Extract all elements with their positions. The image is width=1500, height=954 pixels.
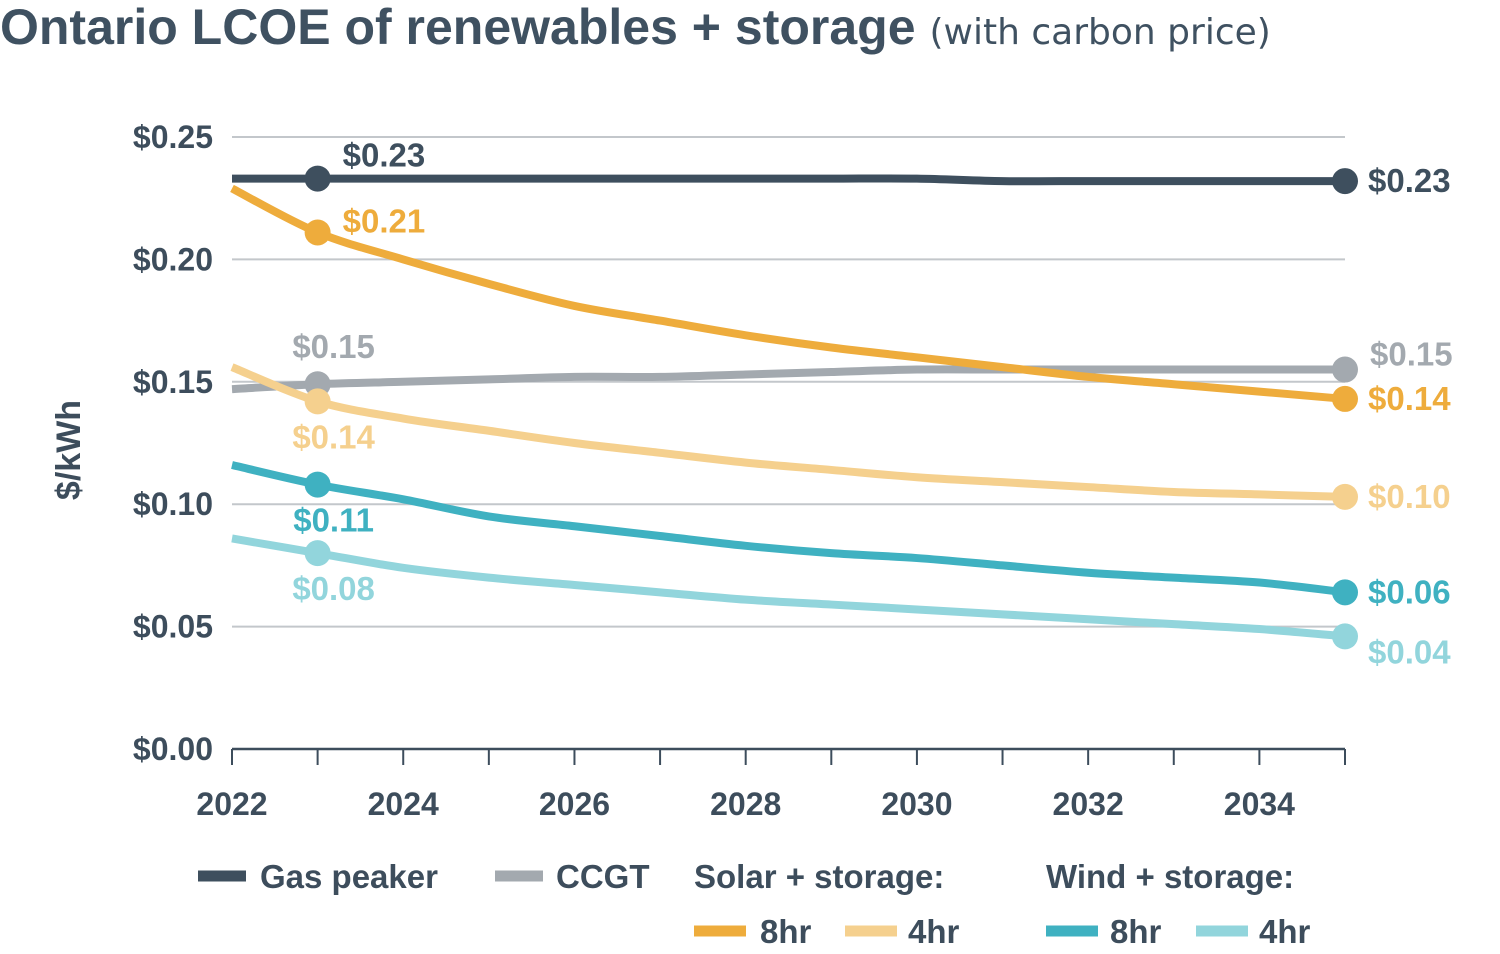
marker-solar4 — [304, 388, 331, 415]
x-tick-labels: 2022 2024 2026 2028 2030 2032 2034 — [196, 786, 1295, 822]
legend-label-gas-peaker: Gas peaker — [260, 858, 438, 895]
data-label-solar8: $0.14 — [1368, 380, 1451, 417]
data-label-wind8: $0.11 — [293, 502, 374, 539]
data-label-solar4: $0.10 — [1368, 478, 1451, 515]
x-tick-label: 2022 — [196, 786, 267, 822]
marker-gas — [304, 165, 331, 192]
data-label-gas: $0.23 — [1368, 162, 1451, 199]
x-tick-label: 2034 — [1224, 786, 1295, 822]
marker-wind4 — [1332, 623, 1358, 650]
y-tick-label: $0.05 — [133, 609, 213, 645]
data-label-solar4: $0.14 — [292, 418, 375, 455]
marker-solar8 — [304, 219, 331, 246]
data-label-gas: $0.23 — [343, 137, 426, 174]
marker-wind4 — [304, 540, 331, 567]
data-label-ccgt: $0.15 — [292, 328, 375, 365]
legend-label-solar-8hr: 8hr — [760, 913, 812, 950]
series-lines — [230, 174, 1346, 641]
series-line-wind4 — [231, 534, 1346, 641]
x-tick-label: 2028 — [710, 786, 781, 822]
legend-group-wind: Wind + storage: — [1046, 858, 1294, 895]
y-tick-label: $0.15 — [133, 364, 213, 400]
y-tick-labels: $0.00 $0.05 $0.10 $0.15 $0.20 $0.25 — [133, 119, 213, 767]
title-row: Ontario LCOE of renewables + storage (wit… — [0, 0, 1271, 56]
axes — [231, 747, 1346, 765]
marker-wind8 — [1332, 579, 1358, 606]
legend-label-ccgt: CCGT — [556, 858, 650, 895]
x-tick-label: 2030 — [881, 786, 952, 822]
marker-solar4 — [1332, 483, 1358, 510]
series-line-solar4 — [230, 363, 1346, 501]
y-tick-label: $0.00 — [133, 731, 213, 767]
legend-label-wind-4hr: 4hr — [1259, 913, 1311, 950]
data-label-ccgt: $0.15 — [1370, 336, 1453, 373]
marker-solar8 — [1332, 385, 1358, 412]
y-tick-label: $0.25 — [133, 119, 213, 155]
series-line-solar8 — [230, 184, 1346, 403]
y-tick-label: $0.20 — [133, 241, 213, 277]
chart-title: Ontario LCOE of renewables + storage — [0, 0, 916, 55]
series-markers — [304, 165, 1358, 650]
y-axis-title: $/kWh — [50, 400, 88, 500]
marker-wind8 — [304, 471, 331, 498]
data-label-solar8: $0.21 — [343, 202, 426, 239]
series-line-gas — [231, 174, 1345, 186]
y-tick-label: $0.10 — [133, 486, 213, 522]
legend-label-wind-8hr: 8hr — [1110, 913, 1162, 950]
marker-gas — [1332, 168, 1358, 195]
series-line-ccgt — [231, 365, 1345, 394]
data-label-wind4: $0.04 — [1368, 633, 1451, 670]
marker-ccgt — [1332, 356, 1358, 383]
x-tick-label: 2032 — [1053, 786, 1124, 822]
legend: Gas peaker CCGT Solar + storage: Wind + … — [198, 858, 1311, 950]
x-tick-label: 2026 — [539, 786, 610, 822]
x-tick-label: 2024 — [368, 786, 439, 822]
data-label-wind8: $0.06 — [1368, 573, 1451, 610]
series-line-wind8 — [231, 461, 1346, 597]
legend-group-solar: Solar + storage: — [694, 858, 944, 895]
data-label-wind4: $0.08 — [292, 570, 375, 607]
data-labels: $0.23 $0.23 $0.21 $0.14 $0.15 $0.15 $0.14 $0.10… — [292, 137, 1452, 671]
legend-label-solar-4hr: 4hr — [908, 913, 960, 950]
chart-subtitle: (with carbon price) — [929, 12, 1271, 53]
